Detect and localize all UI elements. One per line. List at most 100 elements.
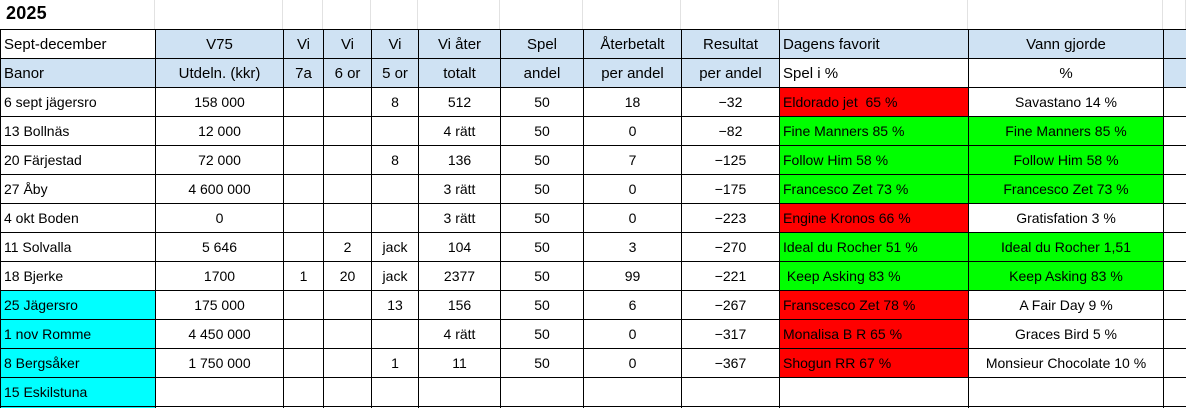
cell-dagens-favorit[interactable] <box>779 377 969 407</box>
header-vi-7a[interactable]: 7a <box>283 58 324 88</box>
cell-banor[interactable]: 8 Bergsåker <box>0 348 156 378</box>
cell-vann-gjorde[interactable]: A Fair Day 9 % <box>968 290 1164 320</box>
cell-resultat-per-andel[interactable] <box>681 377 780 407</box>
cell-banor[interactable]: 20 Färjestad <box>0 145 156 175</box>
cell-vi-5or[interactable] <box>371 203 419 233</box>
cell-utdeln[interactable] <box>155 377 284 407</box>
cell-vi-6or[interactable] <box>323 87 372 117</box>
cell-extra[interactable] <box>1163 348 1186 378</box>
cell-aterbetalt-per-andel[interactable]: 0 <box>583 116 682 146</box>
cell-resultat-per-andel[interactable]: −367 <box>681 348 780 378</box>
cell-vann-gjorde[interactable] <box>968 377 1164 407</box>
cell-vi-ater-totalt[interactable]: 136 <box>418 145 501 175</box>
cell-vi-ater-totalt[interactable]: 3 rätt <box>418 174 501 204</box>
cell-dagens-favorit[interactable]: Eldorado jet 65 % <box>779 87 969 117</box>
header-vann-gjorde[interactable]: % <box>968 58 1164 88</box>
cell-vi-5or[interactable]: jack <box>371 261 419 291</box>
cell-banor[interactable]: 4 okt Boden <box>0 203 156 233</box>
cell-extra[interactable] <box>1163 232 1186 262</box>
cell-vi-7a[interactable] <box>283 145 324 175</box>
cell-utdeln[interactable]: 4 600 000 <box>155 174 284 204</box>
cell-aterbetalt-per-andel[interactable]: 3 <box>583 232 682 262</box>
cell-vi-7a[interactable] <box>283 116 324 146</box>
cell-vi-ater-totalt[interactable]: 156 <box>418 290 501 320</box>
cell-vi-7a[interactable] <box>283 319 324 349</box>
cell-utdeln[interactable]: 4 450 000 <box>155 319 284 349</box>
cell-resultat-per-andel[interactable]: −223 <box>681 203 780 233</box>
cell-spel-andel[interactable]: 50 <box>500 203 584 233</box>
cell-spel-andel[interactable]: 50 <box>500 87 584 117</box>
cell-vi-5or[interactable] <box>371 174 419 204</box>
cell-vi-6or[interactable]: 20 <box>323 261 372 291</box>
cell-dagens-favorit[interactable]: Follow Him 58 % <box>779 145 969 175</box>
cell-spel-andel[interactable]: 50 <box>500 261 584 291</box>
cell-vi-7a[interactable] <box>283 232 324 262</box>
header-aterbetalt-per-andel[interactable]: Återbetalt <box>583 29 682 59</box>
cell-dagens-favorit[interactable]: Ideal du Rocher 51 % <box>779 232 969 262</box>
cell-resultat-per-andel[interactable]: −267 <box>681 290 780 320</box>
cell-banor[interactable]: 6 sept jägersro <box>0 87 156 117</box>
cell-extra[interactable] <box>1163 174 1186 204</box>
cell-aterbetalt-per-andel[interactable]: 0 <box>583 348 682 378</box>
cell-spel-andel[interactable]: 50 <box>500 290 584 320</box>
header-vi-5or[interactable]: 5 or <box>371 58 419 88</box>
cell-extra[interactable] <box>1163 203 1186 233</box>
cell-dagens-favorit[interactable]: Francesco Zet 73 % <box>779 174 969 204</box>
cell-vi-6or[interactable] <box>323 116 372 146</box>
header-utdeln[interactable]: Utdeln. (kkr) <box>155 58 284 88</box>
cell-dagens-favorit[interactable]: Keep Asking 83 % <box>779 261 969 291</box>
header-vi-5or[interactable]: Vi <box>371 29 419 59</box>
cell-utdeln[interactable]: 12 000 <box>155 116 284 146</box>
header-aterbetalt-per-andel[interactable]: per andel <box>583 58 682 88</box>
cell-vi-ater-totalt[interactable]: 512 <box>418 87 501 117</box>
cell-banor[interactable]: 15 Eskilstuna <box>0 377 156 407</box>
cell-resultat-per-andel[interactable]: −221 <box>681 261 780 291</box>
header-banor[interactable]: Sept-december <box>0 29 156 59</box>
cell-banor[interactable]: 18 Bjerke <box>0 261 156 291</box>
cell-aterbetalt-per-andel[interactable]: 0 <box>583 174 682 204</box>
cell-vi-6or[interactable] <box>323 290 372 320</box>
cell-extra[interactable] <box>1163 87 1186 117</box>
cell-vi-5or[interactable]: 13 <box>371 290 419 320</box>
cell-vi-7a[interactable]: 1 <box>283 261 324 291</box>
cell-aterbetalt-per-andel[interactable] <box>583 377 682 407</box>
header-vi-7a[interactable]: Vi <box>283 29 324 59</box>
cell-extra[interactable] <box>1163 319 1186 349</box>
cell-vi-5or[interactable]: 8 <box>371 87 419 117</box>
cell-spel-andel[interactable]: 50 <box>500 348 584 378</box>
cell-vi-ater-totalt[interactable]: 3 rätt <box>418 203 501 233</box>
cell-spel-andel[interactable]: 50 <box>500 174 584 204</box>
cell-vi-6or[interactable] <box>323 174 372 204</box>
header-extra[interactable] <box>1163 58 1186 88</box>
cell-dagens-favorit[interactable]: Monalisa B R 65 % <box>779 319 969 349</box>
cell-extra[interactable] <box>1163 290 1186 320</box>
cell-resultat-per-andel[interactable]: −175 <box>681 174 780 204</box>
cell-vi-ater-totalt[interactable]: 104 <box>418 232 501 262</box>
cell-spel-andel[interactable]: 50 <box>500 116 584 146</box>
cell-aterbetalt-per-andel[interactable]: 0 <box>583 203 682 233</box>
cell-vi-6or[interactable] <box>323 319 372 349</box>
cell-vi-7a[interactable] <box>283 290 324 320</box>
cell-resultat-per-andel[interactable]: −125 <box>681 145 780 175</box>
cell-vi-6or[interactable] <box>323 348 372 378</box>
cell-utdeln[interactable]: 175 000 <box>155 290 284 320</box>
cell-vi-7a[interactable] <box>283 348 324 378</box>
cell-aterbetalt-per-andel[interactable]: 99 <box>583 261 682 291</box>
cell-banor[interactable]: 27 Åby <box>0 174 156 204</box>
cell-utdeln[interactable]: 72 000 <box>155 145 284 175</box>
cell-dagens-favorit[interactable]: Franscesco Zet 78 % <box>779 290 969 320</box>
cell-vi-7a[interactable] <box>283 87 324 117</box>
cell-aterbetalt-per-andel[interactable]: 6 <box>583 290 682 320</box>
cell-utdeln[interactable]: 1 750 000 <box>155 348 284 378</box>
cell-vann-gjorde[interactable]: Fine Manners 85 % <box>968 116 1164 146</box>
header-utdeln[interactable]: V75 <box>155 29 284 59</box>
cell-banor[interactable]: 25 Jägersro <box>0 290 156 320</box>
cell-spel-andel[interactable]: 50 <box>500 232 584 262</box>
cell-vi-5or[interactable] <box>371 116 419 146</box>
cell-spel-andel[interactable]: 50 <box>500 319 584 349</box>
cell-vi-6or[interactable] <box>323 145 372 175</box>
cell-vann-gjorde[interactable]: Monsieur Chocolate 10 % <box>968 348 1164 378</box>
header-dagens-favorit[interactable]: Spel i % <box>779 58 969 88</box>
cell-extra[interactable] <box>1163 377 1186 407</box>
cell-extra[interactable] <box>1163 261 1186 291</box>
